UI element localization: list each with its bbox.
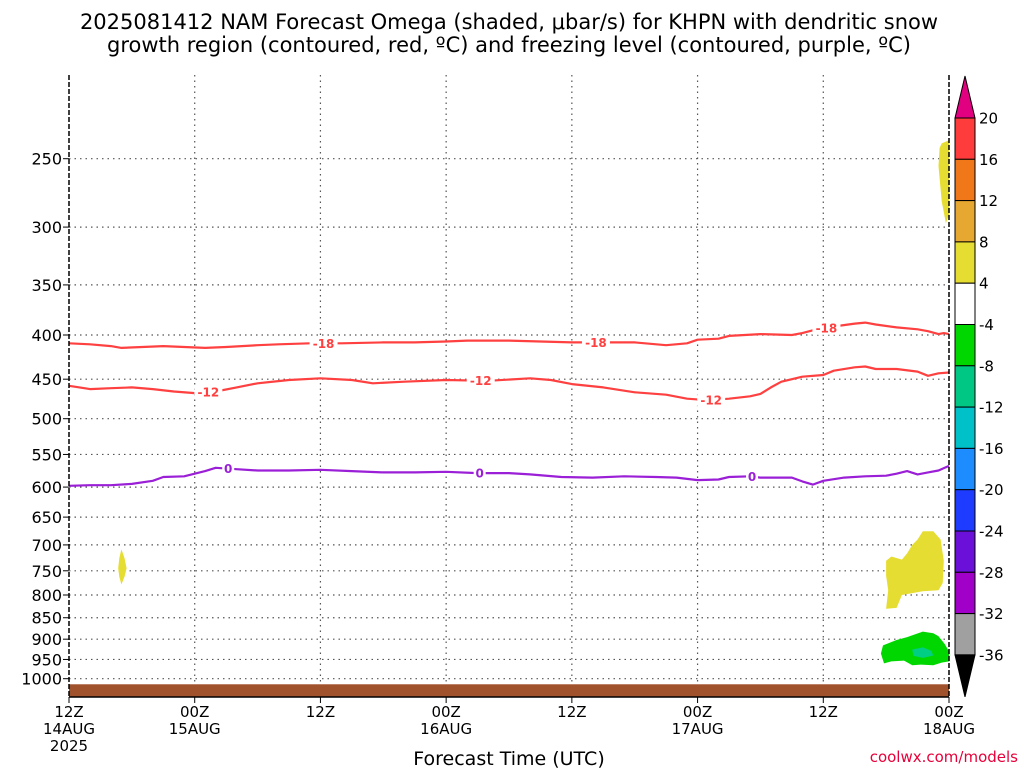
x-tick-label: 00Z	[180, 703, 209, 721]
credit-text: coolwx.com/models	[870, 748, 1018, 766]
contour-label: -18	[585, 336, 607, 350]
colorbar-box	[954, 489, 976, 532]
contour-label: -12	[197, 386, 219, 400]
x-tick-label: 12Z	[809, 703, 838, 721]
colorbar-tick-label: 8	[979, 233, 989, 251]
y-tick-label: 250	[31, 150, 62, 169]
x-tick-label: 12Z	[306, 703, 335, 721]
contour-label-bg	[581, 335, 610, 350]
y-tick-label: 700	[31, 536, 62, 555]
y-tick-label: 800	[31, 586, 62, 605]
contour-label-bg	[473, 466, 486, 481]
y-tick-label: 600	[31, 478, 62, 497]
x-tick-label: 2025	[50, 737, 88, 755]
y-tick-label: 950	[31, 650, 62, 669]
contour-line-0	[68, 464, 950, 487]
contour-label-bg	[697, 393, 726, 408]
contour-label: -12	[700, 394, 722, 408]
y-tick-label: 300	[31, 218, 62, 237]
colorbar-tick-label: -12	[979, 399, 1004, 417]
plot-frame	[68, 75, 950, 698]
contour-label-bg	[222, 461, 235, 476]
colorbar-tick-label: -4	[979, 316, 994, 334]
omega-colorbar: 20 16 12 8 4 -4 -8 -12 -16 -20 -24 -28 -32 -36	[954, 75, 1004, 698]
x-tick-label: 00Z	[431, 703, 460, 721]
y-tick-label: 900	[31, 630, 62, 649]
x-tick-label: 16AUG	[420, 720, 472, 738]
chart-title-line-1: 2025081412 NAM Forecast Omega (shaded, μ…	[80, 10, 938, 34]
pressure-axis-ticks: 250 300 350 400 450 500 550 600 650 700 750 800 850 9…	[21, 150, 69, 689]
y-tick-label: 400	[31, 326, 62, 345]
x-tick-label: 00Z	[934, 703, 963, 721]
omega-shading	[118, 140, 949, 666]
x-tick-label: 17AUG	[672, 720, 724, 738]
colorbar-tick-label: 16	[979, 151, 998, 169]
omega-shaded-region-1	[118, 549, 127, 585]
colorbar-tick-label: -20	[979, 481, 1004, 499]
colorbar-box	[954, 200, 976, 243]
contour-label-bg	[309, 336, 338, 351]
x-axis-label: Forecast Time (UTC)	[413, 748, 604, 768]
omega-shaded-region-3	[880, 631, 949, 666]
colorbar-box	[954, 530, 976, 573]
temperature-contours: -18 -18 -18 -12 -12 -12 0 0 0	[68, 320, 950, 487]
terrain-band	[69, 684, 949, 697]
colorbar-box	[954, 241, 976, 284]
x-tick-label: 12Z	[557, 703, 586, 721]
contour-label-bg	[746, 469, 759, 484]
omega-shaded-region-4	[912, 647, 934, 658]
y-tick-label: 350	[31, 276, 62, 295]
colorbar-box	[954, 365, 976, 408]
y-tick-label: 750	[31, 562, 62, 581]
chart-title-line-2: growth region (contoured, red, ºC) and f…	[107, 33, 911, 57]
grid-lines	[69, 75, 949, 697]
omega-shaded-region-0	[938, 140, 949, 224]
colorbar-box	[954, 158, 976, 202]
colorbar-tick-label: -16	[979, 440, 1004, 458]
colorbar-box	[954, 324, 976, 367]
colorbar-tick-label: -36	[979, 646, 1004, 664]
colorbar-box	[954, 571, 976, 615]
colorbar-tick-label: 4	[979, 275, 989, 293]
colorbar-box	[954, 447, 976, 491]
contour-label-bg	[194, 385, 223, 400]
y-tick-label: 1000	[21, 670, 62, 689]
x-tick-label: 15AUG	[169, 720, 221, 738]
contour-label: -18	[313, 337, 335, 351]
y-tick-label: 500	[31, 410, 62, 429]
y-tick-label: 850	[31, 609, 62, 628]
contour-label: 0	[475, 467, 483, 481]
colorbar-top-arrow	[954, 75, 976, 119]
colorbar-tick-label: -24	[979, 523, 1004, 541]
x-tick-label: 18AUG	[923, 720, 975, 738]
x-tick-label: 14AUG	[43, 720, 95, 738]
contour-label-bg	[466, 373, 495, 388]
colorbar-box	[954, 613, 976, 656]
y-tick-label: 450	[31, 370, 62, 389]
contour-label: -18	[816, 321, 838, 335]
x-tick-label: 12Z	[54, 703, 83, 721]
colorbar-tick-label: 20	[979, 110, 998, 128]
colorbar-box	[954, 406, 976, 449]
terrain-band-fill	[69, 684, 949, 697]
colorbar-tick-label: -28	[979, 564, 1004, 582]
colorbar-tick-label: -8	[979, 357, 994, 375]
colorbar-box	[954, 117, 976, 160]
contour-label-bg	[812, 320, 841, 335]
contour-label: 0	[224, 462, 232, 476]
y-tick-label: 650	[31, 508, 62, 527]
colorbar-tick-label: 12	[979, 192, 998, 210]
x-tick-label: 00Z	[683, 703, 712, 721]
omega-shaded-region-2	[886, 531, 944, 609]
colorbar-box	[954, 282, 976, 326]
contour-label: 0	[748, 470, 756, 484]
contour-label: -12	[470, 374, 492, 388]
colorbar-tick-label: -32	[979, 605, 1004, 623]
y-tick-label: 550	[31, 445, 62, 464]
colorbar-bottom-arrow	[954, 654, 976, 698]
